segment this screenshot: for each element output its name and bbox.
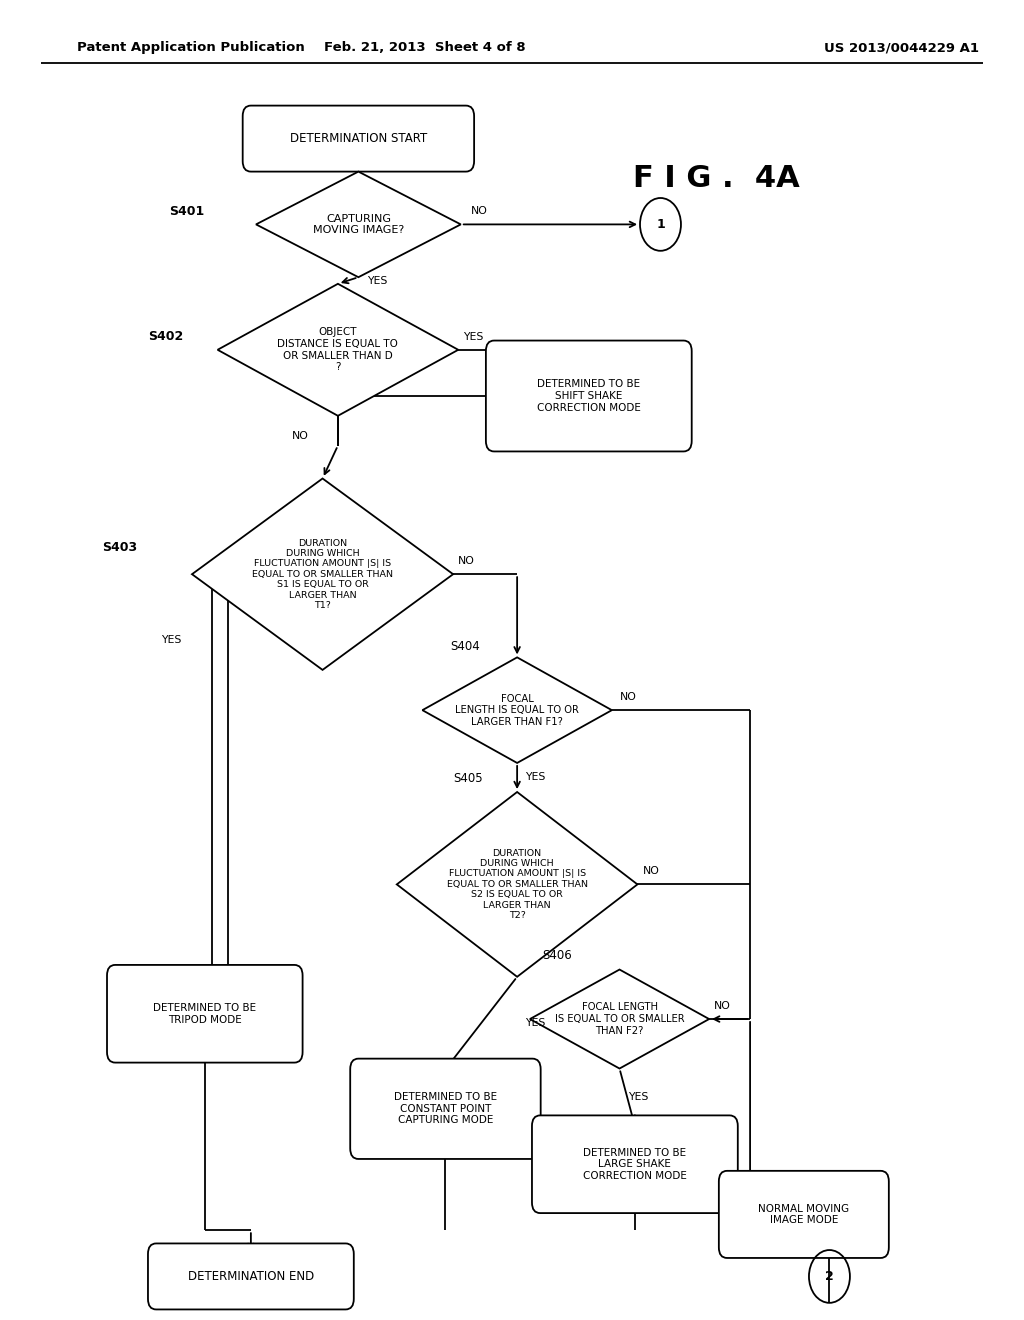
FancyBboxPatch shape: [719, 1171, 889, 1258]
Text: 2: 2: [825, 1270, 834, 1283]
Text: DETERMINED TO BE
TRIPOD MODE: DETERMINED TO BE TRIPOD MODE: [154, 1003, 256, 1024]
Text: DETERMINED TO BE
CONSTANT POINT
CAPTURING MODE: DETERMINED TO BE CONSTANT POINT CAPTURIN…: [394, 1092, 497, 1126]
Polygon shape: [530, 969, 709, 1069]
Text: F I G .  4A: F I G . 4A: [634, 164, 800, 193]
Text: NO: NO: [715, 1001, 731, 1011]
Text: YES: YES: [367, 276, 387, 285]
Text: S401: S401: [169, 205, 204, 218]
Text: NO: NO: [621, 692, 637, 702]
Text: YES: YES: [463, 331, 483, 342]
FancyBboxPatch shape: [108, 965, 303, 1063]
Text: Feb. 21, 2013  Sheet 4 of 8: Feb. 21, 2013 Sheet 4 of 8: [325, 41, 525, 54]
Text: Patent Application Publication: Patent Application Publication: [77, 41, 304, 54]
Text: FOCAL LENGTH
IS EQUAL TO OR SMALLER
THAN F2?: FOCAL LENGTH IS EQUAL TO OR SMALLER THAN…: [555, 1002, 684, 1036]
Text: S402: S402: [148, 330, 183, 343]
Text: YES: YES: [525, 772, 546, 783]
FancyBboxPatch shape: [485, 341, 692, 451]
Polygon shape: [422, 657, 612, 763]
Text: OBJECT
DISTANCE IS EQUAL TO
OR SMALLER THAN D
?: OBJECT DISTANCE IS EQUAL TO OR SMALLER T…: [278, 327, 398, 372]
FancyBboxPatch shape: [243, 106, 474, 172]
Text: NO: NO: [643, 866, 659, 876]
Text: YES: YES: [161, 635, 181, 645]
Text: NO: NO: [471, 206, 487, 216]
Text: FOCAL
LENGTH IS EQUAL TO OR
LARGER THAN F1?: FOCAL LENGTH IS EQUAL TO OR LARGER THAN …: [456, 693, 579, 727]
FancyBboxPatch shape: [147, 1243, 354, 1309]
Text: DETERMINATION START: DETERMINATION START: [290, 132, 427, 145]
FancyBboxPatch shape: [350, 1059, 541, 1159]
Polygon shape: [397, 792, 637, 977]
Text: NO: NO: [459, 556, 475, 566]
Polygon shape: [193, 479, 453, 671]
Text: YES: YES: [628, 1092, 648, 1102]
Text: NORMAL MOVING
IMAGE MODE: NORMAL MOVING IMAGE MODE: [759, 1204, 849, 1225]
Text: DETERMINED TO BE
SHIFT SHAKE
CORRECTION MODE: DETERMINED TO BE SHIFT SHAKE CORRECTION …: [537, 379, 641, 413]
Text: DURATION
DURING WHICH
FLUCTUATION AMOUNT |S| IS
EQUAL TO OR SMALLER THAN
S1 IS E: DURATION DURING WHICH FLUCTUATION AMOUNT…: [252, 539, 393, 610]
Text: DETERMINATION END: DETERMINATION END: [187, 1270, 314, 1283]
Text: S404: S404: [451, 640, 480, 653]
Text: DURATION
DURING WHICH
FLUCTUATION AMOUNT |S| IS
EQUAL TO OR SMALLER THAN
S2 IS E: DURATION DURING WHICH FLUCTUATION AMOUNT…: [446, 849, 588, 920]
Text: S406: S406: [543, 949, 572, 962]
FancyBboxPatch shape: [532, 1115, 737, 1213]
Polygon shape: [218, 284, 459, 416]
Text: US 2013/0044229 A1: US 2013/0044229 A1: [823, 41, 979, 54]
Text: S403: S403: [102, 541, 137, 554]
Text: 1: 1: [656, 218, 665, 231]
Text: NO: NO: [292, 430, 308, 441]
Text: S405: S405: [454, 772, 483, 785]
Text: CAPTURING
MOVING IMAGE?: CAPTURING MOVING IMAGE?: [312, 214, 404, 235]
Text: YES: YES: [525, 1018, 546, 1028]
Text: DETERMINED TO BE
LARGE SHAKE
CORRECTION MODE: DETERMINED TO BE LARGE SHAKE CORRECTION …: [583, 1147, 687, 1181]
Polygon shape: [256, 172, 461, 277]
